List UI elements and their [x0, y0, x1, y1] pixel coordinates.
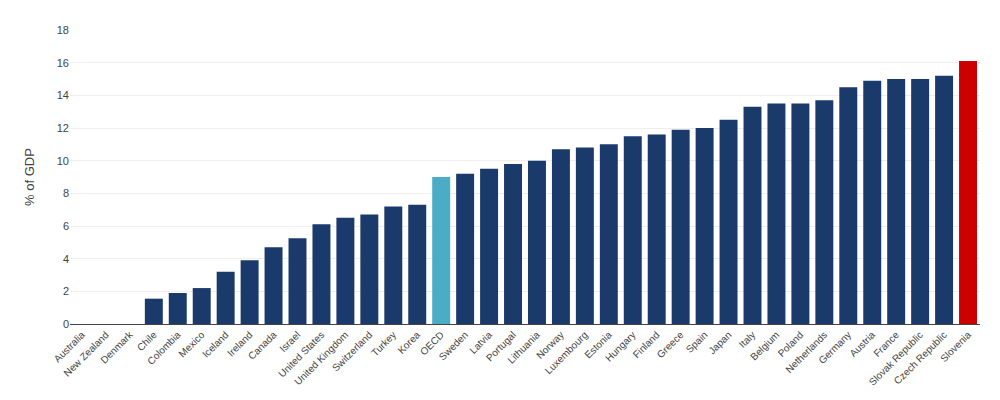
- svg-text:Slovak Republic: Slovak Republic: [867, 329, 925, 387]
- svg-text:Turkey: Turkey: [369, 329, 398, 358]
- svg-text:Japan: Japan: [706, 329, 733, 356]
- svg-text:Iceland: Iceland: [200, 329, 231, 360]
- svg-text:Sweden: Sweden: [437, 329, 470, 362]
- svg-text:0: 0: [63, 318, 69, 330]
- svg-text:12: 12: [57, 122, 69, 134]
- svg-text:Portugal: Portugal: [484, 329, 518, 363]
- svg-text:Latvia: Latvia: [467, 329, 494, 356]
- svg-text:Belgium: Belgium: [748, 329, 781, 362]
- svg-text:10: 10: [57, 155, 69, 167]
- svg-text:Netherlands: Netherlands: [783, 329, 829, 375]
- svg-text:8: 8: [63, 187, 69, 199]
- svg-text:Israel: Israel: [277, 329, 302, 354]
- svg-text:Hungary: Hungary: [603, 329, 638, 364]
- svg-text:Ireland: Ireland: [225, 329, 254, 358]
- svg-text:Poland: Poland: [776, 329, 806, 359]
- svg-text:Switzerland: Switzerland: [330, 329, 374, 373]
- svg-text:Australia: Australia: [52, 329, 88, 365]
- svg-text:Denmark: Denmark: [98, 328, 135, 365]
- svg-text:OECD: OECD: [418, 329, 446, 357]
- svg-text:Slovenia: Slovenia: [938, 329, 973, 364]
- svg-text:Lithuania: Lithuania: [505, 329, 542, 366]
- svg-text:Luxembourg: Luxembourg: [543, 329, 590, 376]
- svg-text:Finland: Finland: [631, 329, 662, 360]
- svg-text:Italy: Italy: [737, 329, 758, 350]
- svg-text:Norway: Norway: [534, 329, 566, 361]
- svg-text:France: France: [871, 329, 901, 359]
- svg-text:% of GDP: % of GDP: [22, 148, 37, 206]
- svg-text:4: 4: [63, 253, 69, 265]
- svg-text:Germany: Germany: [816, 329, 853, 366]
- svg-text:Estonia: Estonia: [582, 329, 614, 361]
- svg-text:Colombia: Colombia: [145, 329, 183, 367]
- svg-text:Greece: Greece: [655, 329, 686, 360]
- svg-text:Mexico: Mexico: [176, 329, 206, 359]
- svg-text:United States: United States: [276, 329, 326, 379]
- svg-text:Korea: Korea: [396, 329, 423, 356]
- svg-text:New Zealand: New Zealand: [61, 329, 110, 378]
- svg-text:14: 14: [57, 89, 69, 101]
- svg-text:Czech Republic: Czech Republic: [892, 329, 949, 386]
- svg-text:18: 18: [57, 24, 69, 36]
- svg-text:Spain: Spain: [684, 329, 710, 355]
- svg-text:Canada: Canada: [246, 329, 279, 362]
- svg-text:United Kingdom: United Kingdom: [292, 329, 350, 387]
- svg-text:2: 2: [63, 285, 69, 297]
- svg-text:Chile: Chile: [135, 329, 159, 353]
- svg-text:16: 16: [57, 57, 69, 69]
- svg-text:6: 6: [63, 220, 69, 232]
- svg-text:Austria: Austria: [847, 329, 877, 359]
